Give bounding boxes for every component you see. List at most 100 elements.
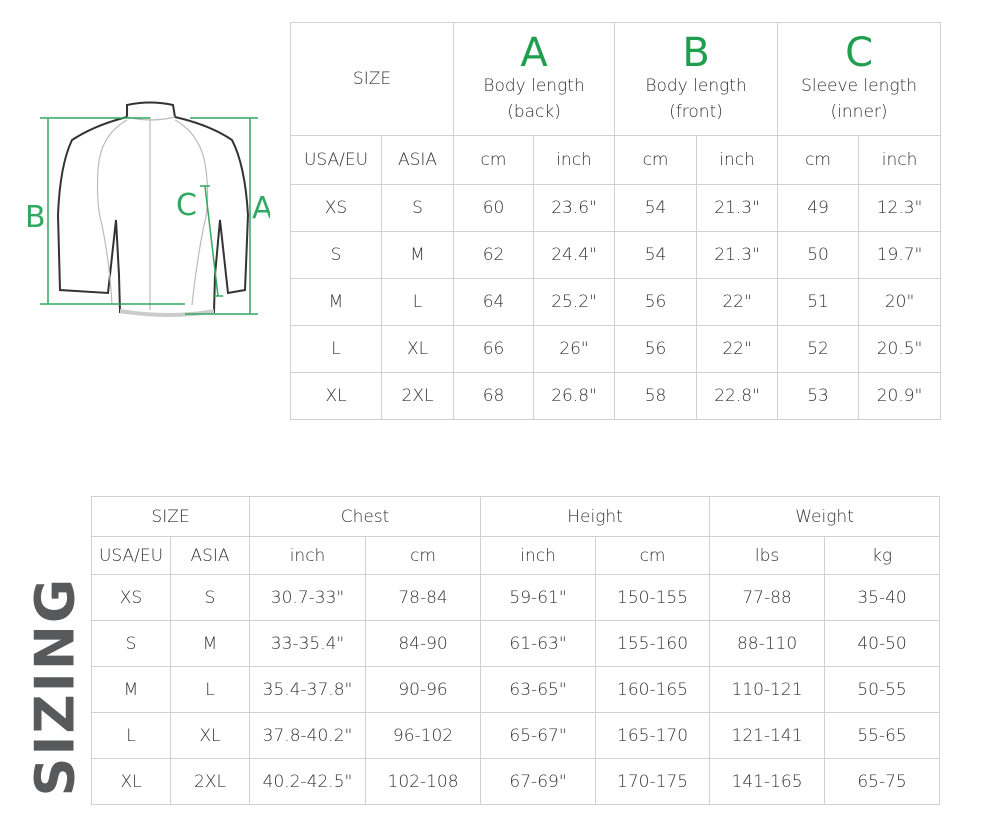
table-cell: 25.2" [533,278,616,326]
measure-letter: B [682,30,710,76]
table-cell: 165-170 [595,712,711,759]
table-cell: 60 [453,184,535,232]
table-cell: 68 [453,372,535,420]
table-cell: 110-121 [709,666,826,713]
measure-letter: A [520,30,548,76]
table-cell: 20.5" [858,325,942,373]
table-cell: L [91,712,171,759]
table-cell: 50 [777,231,860,279]
table-cell: 64 [453,278,535,326]
column-subheader: inch [249,536,367,575]
table-cell: 55-65 [824,712,941,759]
table-cell: 84-90 [365,620,482,667]
table-cell: 49 [777,184,860,232]
column-subheader: inch [533,135,616,185]
measure-letter: C [845,30,874,76]
column-subheader: cm [595,536,711,575]
table-cell: 66 [453,325,535,373]
table-cell: S [380,184,455,232]
column-subheader: kg [824,536,941,575]
table-cell: 52 [777,325,860,373]
column-subheader: ASIA [169,536,251,575]
measure-group-header: Weight [709,496,941,537]
table-cell: 21.3" [696,231,779,279]
garment-measurement-table: SIZE A Body length (back) B Body length (front… [289,22,942,420]
table-cell: 150-155 [595,574,711,621]
table-cell: 63-65" [480,666,597,713]
table-cell: 35-40 [824,574,941,621]
table-cell: 77-88 [709,574,826,621]
column-subheader: inch [480,536,597,575]
table-cell: 22" [696,325,779,373]
column-subheader: lbs [709,536,826,575]
measure-name: Sleeve length [801,76,918,96]
table-cell: 51 [777,278,860,326]
table-cell: 26.8" [533,372,616,420]
table-cell: XL [169,712,251,759]
table-cell: 102-108 [365,758,482,805]
table-cell: XL [380,325,455,373]
size-header: SIZE [90,496,251,537]
measure-group-header: C Sleeve length (inner) [777,22,942,136]
table-cell: 20.9" [858,372,942,420]
table-cell: 54 [614,231,698,279]
table-cell: 40-50 [824,620,941,667]
table-cell: 21.3" [696,184,779,232]
table-cell: L [290,325,382,373]
measure-qualifier: (front) [669,102,723,122]
table-cell: 35.4-37.8" [249,666,367,713]
table-cell: 53 [777,372,860,420]
table-row: M L 64 25.2" 56 22" 51 20" [290,278,942,326]
label-a: A [252,191,270,226]
table-row: XL 2XL 40.2-42.5" 102-108 67-69" 170-175 141-1… [91,758,941,805]
column-subheader: USA/EU [290,135,382,185]
table-cell: 155-160 [595,620,711,667]
table-cell: 96-102 [365,712,482,759]
table-row: M L 35.4-37.8" 90-96 63-65" 160-165 110-121 50-… [91,666,941,713]
table-cell: 30.7-33" [249,574,367,621]
table-cell: 12.3" [858,184,942,232]
table-cell: 65-67" [480,712,597,759]
table-cell: 20" [858,278,942,326]
table-cell: S [290,231,382,279]
table-cell: 2XL [169,758,251,805]
column-subheader: cm [453,135,535,185]
table-cell: M [91,666,171,713]
label-c: C [176,188,197,223]
table-cell: 22" [696,278,779,326]
table-cell: 121-141 [709,712,826,759]
column-subheader: inch [696,135,779,185]
table-cell: 54 [614,184,698,232]
column-subheader: cm [365,536,482,575]
table-cell: XS [91,574,171,621]
table-cell: 40.2-42.5" [249,758,367,805]
table-cell: 24.4" [533,231,616,279]
jersey-diagram: B C A [25,101,270,317]
measure-group-header: Height [480,496,711,537]
table-cell: 67-69" [480,758,597,805]
table-row: S M 33-35.4" 84-90 61-63" 155-160 88-110 40-50 [91,620,941,667]
table-cell: L [380,278,455,326]
table-cell: M [290,278,382,326]
measure-group-header: Chest [249,496,482,537]
table-cell: XL [91,758,171,805]
measure-group-header: A Body length (back) [453,22,616,136]
table-cell: 62 [453,231,535,279]
table-cell: 65-75 [824,758,941,805]
measure-group-header: B Body length (front) [614,22,779,136]
table-row: XS S 60 23.6" 54 21.3" 49 12.3" [290,184,942,232]
table-cell: L [169,666,251,713]
table-cell: 160-165 [595,666,711,713]
table-cell: 170-175 [595,758,711,805]
table-cell: 37.8-40.2" [249,712,367,759]
table-cell: 56 [614,325,698,373]
jersey-outline [56,101,250,317]
sizing-title: SIZING [23,576,87,797]
table-cell: 23.6" [533,184,616,232]
measure-qualifier: (inner) [830,102,888,122]
table-cell: XL [290,372,382,420]
column-subheader: ASIA [380,135,455,185]
table-cell: 2XL [380,372,455,420]
label-b: B [25,200,46,235]
table-cell: M [169,620,251,667]
